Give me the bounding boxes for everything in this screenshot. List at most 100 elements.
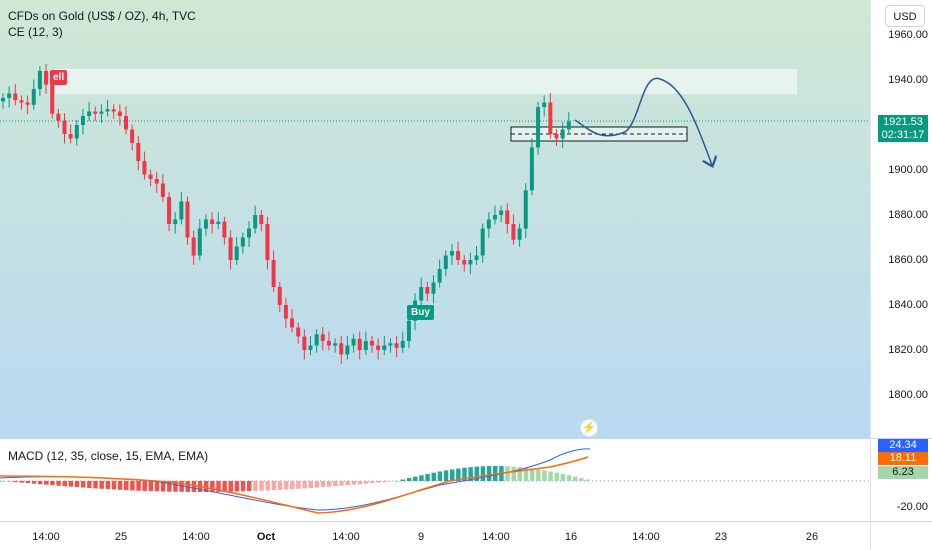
macd-histogram-bar: [425, 473, 430, 481]
candle-up: [351, 338, 356, 346]
candle-down: [111, 109, 116, 112]
candle-up: [1, 98, 5, 102]
candle-up: [203, 219, 208, 229]
sell-signal-badge[interactable]: ell: [50, 70, 68, 85]
macd-title: MACD (12, 35, close, 15, EMA, EMA): [8, 449, 209, 463]
candle-down: [25, 102, 30, 105]
resistance-zone: [55, 69, 797, 94]
macd-histogram-bar: [523, 467, 529, 481]
candle-up: [400, 341, 405, 348]
macd-histogram-bar: [56, 481, 61, 486]
macd-histogram-bar: [529, 468, 535, 481]
candle-down: [228, 237, 233, 260]
macd-histogram-bar: [357, 481, 363, 485]
candle-up: [216, 221, 221, 224]
candle-down: [271, 260, 276, 287]
candle-up: [7, 93, 12, 98]
candle-up: [536, 107, 541, 148]
projection-arrow: [574, 77, 712, 165]
candle-down: [93, 111, 98, 114]
macd-histogram-bar: [203, 481, 209, 492]
flash-icon[interactable]: ⚡: [580, 419, 598, 437]
candle-down: [191, 237, 196, 256]
macd-histogram-bar: [388, 481, 393, 482]
macd-histogram-bar: [302, 481, 307, 489]
price-axis-tick: 1840.00: [888, 299, 928, 311]
macd-histogram-bar: [167, 481, 172, 492]
price-axis-tick: 1820.00: [888, 344, 928, 356]
candle-up: [105, 109, 110, 112]
candle-down: [290, 318, 295, 328]
candle-down: [44, 71, 49, 85]
candle-up: [468, 260, 473, 265]
buy-signal-badge[interactable]: Buy: [407, 305, 434, 320]
macd-histogram-bar: [517, 467, 523, 481]
macd-histogram-bar: [25, 481, 31, 484]
candle-down: [154, 179, 159, 184]
macd-histogram-bar: [560, 473, 566, 481]
macd-histogram-bar: [130, 481, 135, 491]
signal-value-tag: 18.11: [878, 452, 928, 465]
candle-down: [511, 224, 516, 240]
candle-up: [419, 287, 424, 301]
time-axis-tick: 25: [114, 531, 128, 543]
countdown-tag: 02:31:17: [878, 129, 928, 142]
candle-down: [302, 336, 307, 350]
candle-up: [406, 320, 411, 341]
candle-down: [142, 161, 147, 175]
macd-histogram-bar: [259, 481, 264, 491]
macd-histogram-bar: [449, 469, 455, 481]
candle-down: [462, 260, 467, 265]
candle-down: [68, 134, 73, 139]
macd-histogram-bar: [173, 481, 178, 492]
macd-histogram-bar: [505, 466, 510, 481]
candle-up: [382, 345, 387, 350]
candle-down: [277, 287, 282, 305]
price-axis-tick: 1800.00: [888, 389, 928, 401]
macd-histogram-bar: [548, 471, 553, 481]
macd-histogram-bar: [148, 481, 154, 492]
time-axis-tick: 14:00: [32, 531, 60, 543]
macd-histogram-bar: [296, 481, 301, 489]
price-axis-tick: 1900.00: [888, 164, 928, 176]
time-axis-tick: 14:00: [182, 531, 210, 543]
macd-histogram-bar: [320, 481, 326, 488]
macd-histogram-bar: [462, 467, 467, 481]
candle-down: [222, 221, 227, 238]
candle-down: [326, 341, 331, 346]
macd-histogram-bar: [400, 479, 406, 481]
macd-histogram-bar: [44, 481, 49, 485]
macd-histogram-bar: [351, 481, 357, 485]
candle-down: [160, 183, 165, 197]
candle-down: [259, 215, 264, 224]
macd-histogram-bar: [210, 481, 215, 492]
candle-up: [437, 269, 442, 283]
candle-down: [19, 100, 24, 103]
macd-value-tag: 24.34: [878, 439, 928, 452]
currency-button[interactable]: USD: [885, 5, 925, 27]
time-axis-tick: Oct: [256, 531, 276, 543]
time-axis-tick: 23: [714, 531, 728, 543]
candle-up: [480, 228, 485, 256]
candle-down: [505, 210, 510, 224]
candle-up: [499, 210, 504, 215]
macd-histogram-bar: [468, 467, 473, 481]
candle-up: [542, 102, 547, 107]
macd-histogram-bar: [111, 481, 117, 490]
macd-histogram-bar: [87, 481, 92, 488]
candle-down: [13, 93, 18, 101]
candle-down: [548, 102, 553, 134]
macd-histogram-bar: [394, 481, 400, 482]
macd-histogram-bar: [228, 481, 234, 492]
candle-down: [320, 334, 325, 341]
macd-histogram-bar: [536, 469, 541, 481]
macd-histogram-bar: [179, 481, 184, 492]
macd-histogram-bar: [290, 481, 295, 490]
time-axis-tick: 14:00: [482, 531, 510, 543]
candle-up: [234, 246, 239, 260]
candle-up: [308, 345, 313, 350]
macd-histogram-bar: [277, 481, 283, 490]
candle-down: [117, 111, 122, 116]
candle-down: [210, 219, 215, 224]
